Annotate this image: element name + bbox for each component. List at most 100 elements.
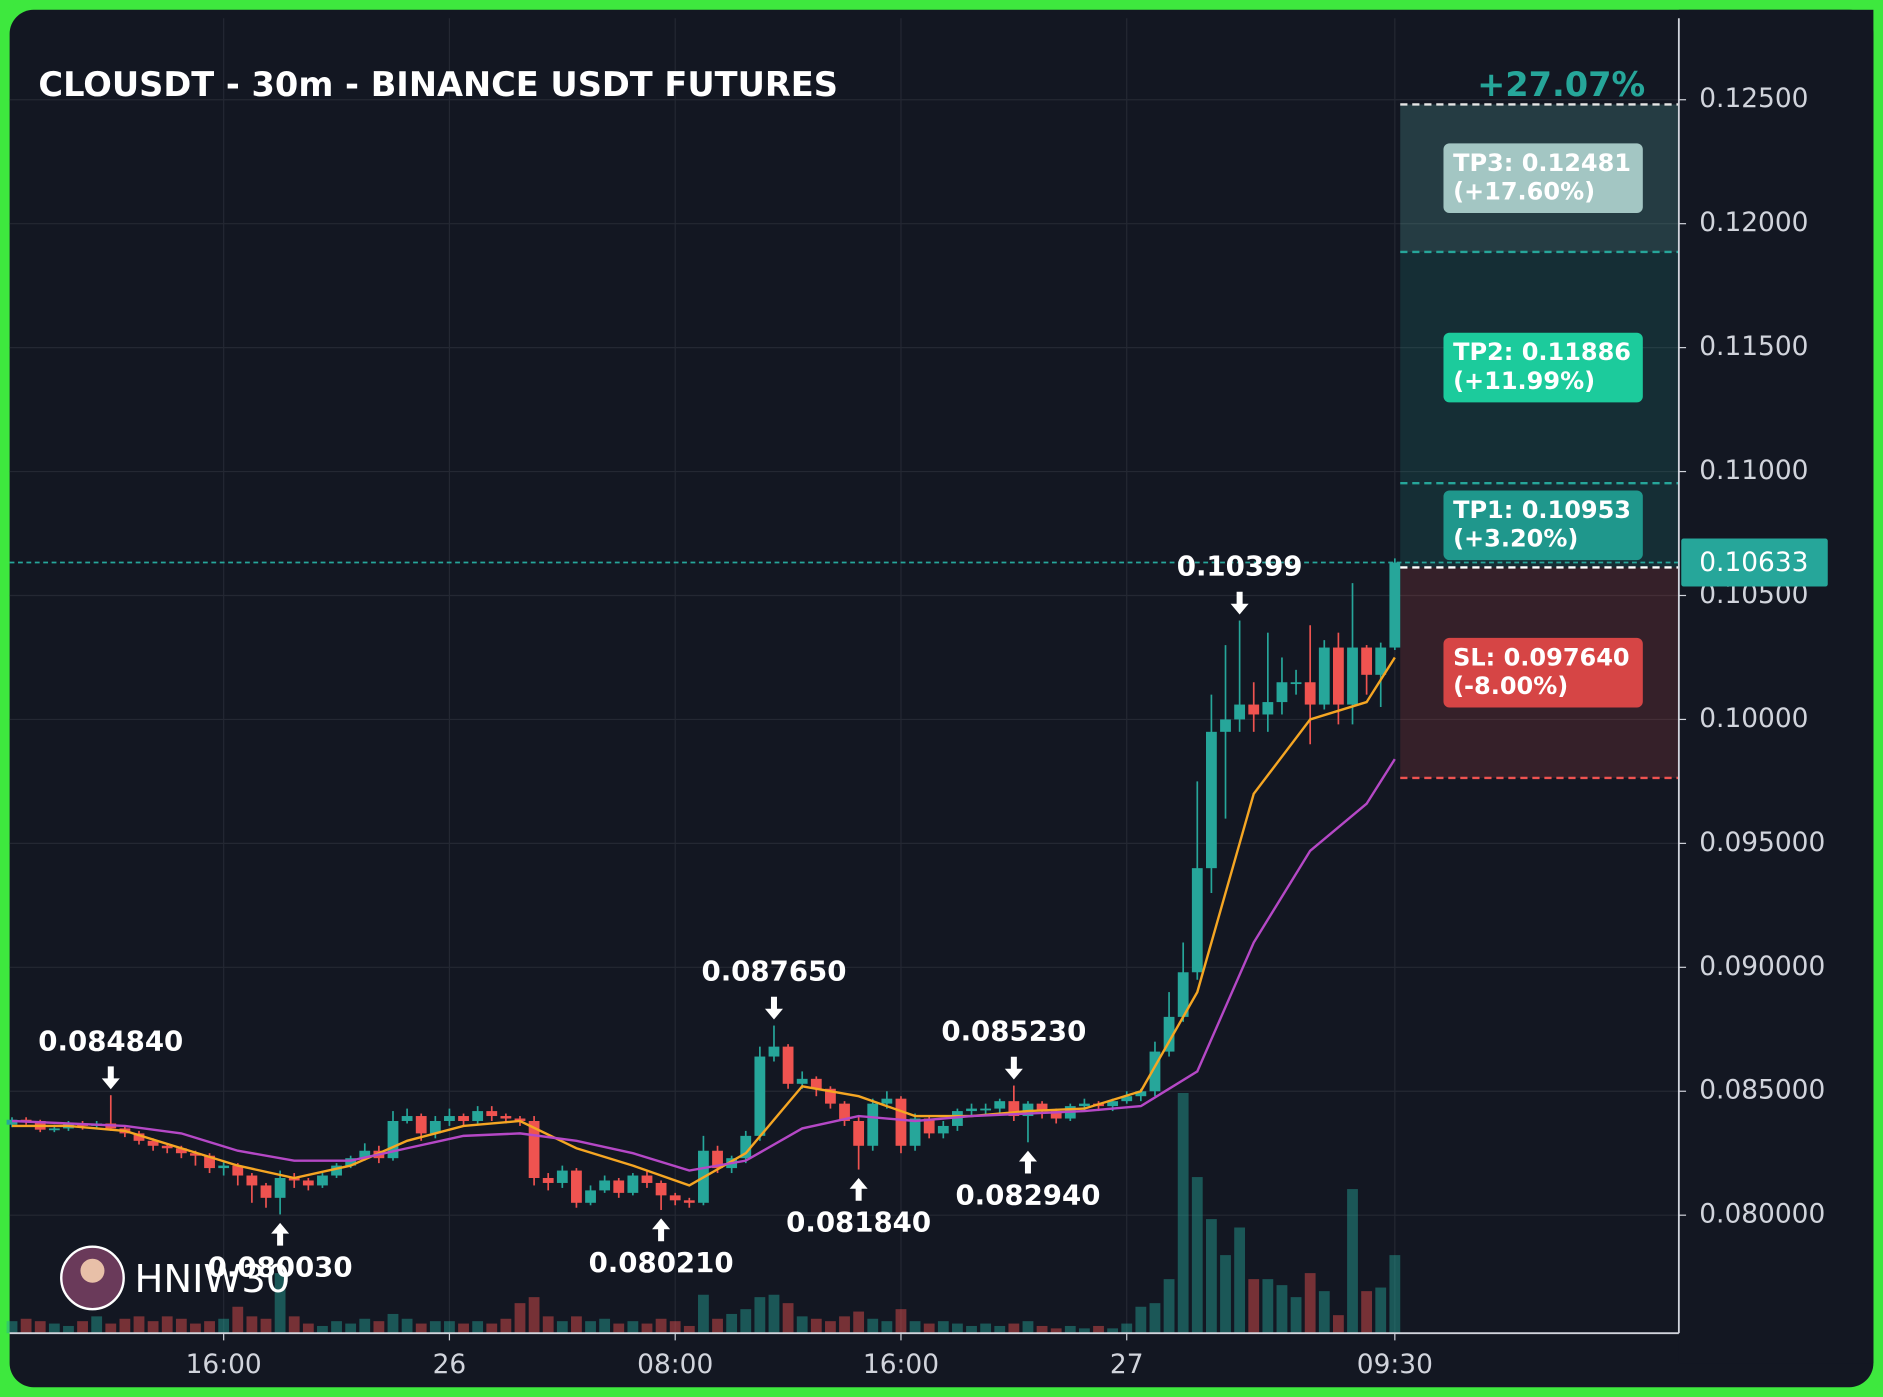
candle-body — [994, 1101, 1006, 1109]
pivot-label: 0.087650 — [701, 955, 846, 988]
volume-bar — [754, 1297, 766, 1334]
volume-bar — [1205, 1219, 1217, 1334]
candle-body — [458, 1116, 469, 1121]
candle-body — [1361, 647, 1373, 675]
candle-body — [768, 1046, 780, 1057]
candle-body — [1050, 1111, 1062, 1119]
candle-body — [1304, 682, 1316, 705]
volume-bar — [853, 1311, 865, 1334]
volume-bar — [867, 1318, 879, 1334]
x-tick-label: 27 — [1110, 1349, 1144, 1380]
volume-bar — [105, 1323, 117, 1334]
candle-body — [472, 1111, 484, 1121]
x-tick-label: 09:30 — [1357, 1349, 1433, 1380]
candle-body — [937, 1125, 949, 1134]
volume-bar — [472, 1321, 484, 1334]
volume-bar — [415, 1323, 427, 1334]
last-price-box — [1681, 538, 1828, 587]
candle-body — [599, 1180, 611, 1191]
volume-bar — [458, 1323, 469, 1334]
candle-body — [895, 1098, 907, 1146]
candle-body — [740, 1135, 752, 1159]
candle-body — [980, 1108, 992, 1111]
volume-bar — [1064, 1325, 1076, 1334]
volume-bar — [909, 1321, 921, 1334]
pivot-label: 0.080210 — [589, 1246, 734, 1279]
candle-body — [48, 1128, 60, 1131]
pivot-arrow — [849, 1177, 868, 1201]
volume-bar — [895, 1309, 907, 1334]
candle-body — [401, 1116, 413, 1121]
candle-body — [966, 1108, 977, 1112]
candle-body — [1332, 647, 1344, 705]
volume-bar — [980, 1323, 992, 1334]
position-label: TP2: 0.11886 — [1453, 338, 1631, 366]
candle-body — [712, 1150, 723, 1169]
candle-body — [6, 1119, 18, 1125]
candle-body — [1234, 704, 1246, 720]
candle-body — [683, 1200, 695, 1203]
candle-body — [542, 1178, 554, 1183]
y-tick-label: 0.12000 — [1699, 207, 1808, 238]
volume-bar — [1079, 1328, 1090, 1334]
candle-body — [133, 1133, 145, 1141]
candle-body — [1107, 1101, 1119, 1107]
y-tick-label: 0.12500 — [1699, 83, 1808, 114]
volume-bar — [500, 1318, 512, 1334]
volume-bar — [317, 1325, 328, 1334]
pivot-arrow — [1018, 1150, 1037, 1174]
candle-body — [190, 1153, 201, 1156]
pivot-arrow — [1230, 591, 1249, 615]
volume-bar — [952, 1323, 963, 1334]
candle-body — [1022, 1103, 1034, 1117]
pivot-arrow — [271, 1222, 290, 1246]
position-label: SL: 0.097640 — [1453, 643, 1630, 671]
candle-body — [444, 1116, 455, 1121]
volume-bar — [613, 1323, 625, 1334]
pivot-label: 0.082940 — [955, 1178, 1100, 1211]
x-tick-label: 08:00 — [637, 1349, 713, 1380]
volume-bar — [1347, 1189, 1358, 1334]
candle-body — [147, 1140, 159, 1146]
volume-bar — [387, 1313, 399, 1334]
candle-body — [204, 1155, 215, 1169]
volume-bar — [556, 1321, 568, 1334]
position-change: (+11.99%) — [1453, 367, 1595, 395]
background — [9, 9, 1874, 1388]
volume-bar — [77, 1321, 88, 1334]
position-label-box — [1443, 490, 1643, 561]
candle-body — [585, 1190, 596, 1203]
volume-bar — [1304, 1273, 1316, 1334]
candle-body — [514, 1118, 526, 1121]
volume-bar — [810, 1318, 822, 1334]
volume-bar — [825, 1321, 836, 1334]
candle-body — [1008, 1101, 1020, 1117]
position-label-box — [1443, 332, 1643, 403]
volume-bar — [1332, 1315, 1344, 1334]
pivot-label: 0.084840 — [38, 1024, 183, 1057]
volume-bar — [218, 1318, 230, 1334]
volume-bar — [1220, 1255, 1231, 1334]
volume-bar — [232, 1306, 244, 1334]
axis-bg — [1678, 9, 1874, 1364]
watermark: HNIW30 — [135, 1257, 291, 1302]
candle-body — [288, 1178, 300, 1181]
candle-body — [754, 1056, 766, 1136]
candle-body — [556, 1170, 568, 1183]
volume-bar — [260, 1318, 272, 1334]
volume-bar — [1318, 1291, 1330, 1334]
volume-bar — [486, 1323, 498, 1334]
volume-bar — [288, 1316, 300, 1334]
candle-body — [923, 1118, 935, 1134]
candle-body — [909, 1118, 921, 1146]
volume-bar — [994, 1325, 1006, 1334]
moving-average — [11, 758, 1396, 1172]
candle-body — [218, 1165, 230, 1169]
candle-body — [571, 1170, 582, 1203]
volume-bar — [627, 1321, 639, 1334]
candle-body — [1177, 972, 1189, 1017]
volume-bar — [373, 1321, 385, 1334]
volume-bar — [147, 1321, 159, 1334]
